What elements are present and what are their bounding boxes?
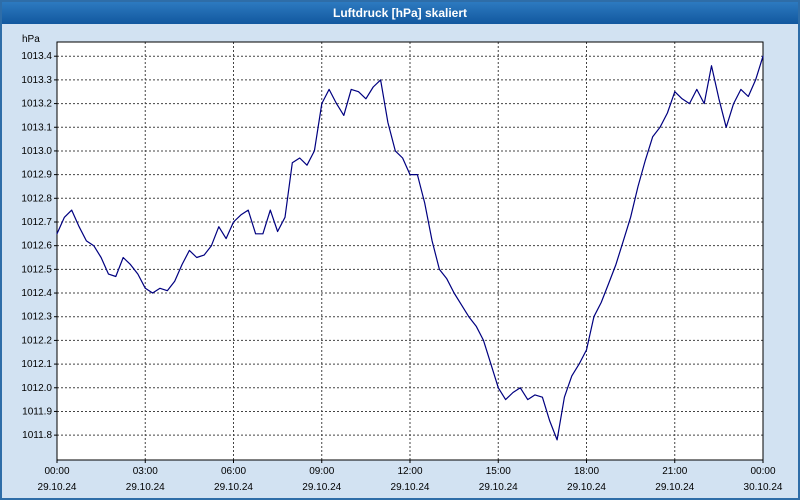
x-axis-time-label: 21:00 — [662, 466, 687, 477]
pressure-series-line — [56, 55, 764, 441]
pressure-line-chart: 1013.4 1013.3 1013.2 1013.1 1013.0 1012.9 1012… — [21, 41, 783, 493]
x-axis-date-label: 29.10.24 — [38, 482, 77, 493]
y-axis-tick-label: 1012.5 — [21, 264, 52, 275]
y-axis-tick-label: 1013.0 — [21, 146, 52, 157]
y-axis-tick-label: 1011.8 — [22, 430, 52, 441]
x-axis-date-label: 30.10.24 — [744, 482, 783, 493]
y-axis-tick-label: 1013.4 — [21, 51, 52, 62]
y-axis-tick-label: 1013.2 — [21, 99, 52, 110]
plot-frame — [56, 41, 764, 461]
y-axis-tick-label: 1012.0 — [21, 383, 52, 394]
y-axis-tick-label: 1012.9 — [21, 170, 52, 181]
y-axis-tick-label: 1013.3 — [21, 75, 52, 86]
x-axis-date-label: 29.10.24 — [655, 482, 694, 493]
x-axis-date-label: 29.10.24 — [391, 482, 430, 493]
chart-title: Luftdruck [hPa] skaliert — [332, 6, 468, 20]
x-axis-date-label: 29.10.24 — [302, 482, 341, 493]
chart-area: hPa 1013.4 1013.3 1013.2 1013.1 1013.0 1012.9… — [2, 24, 798, 498]
x-axis-date-label: 29.10.24 — [126, 482, 165, 493]
x-axis-date-label: 29.10.24 — [214, 482, 253, 493]
y-axis-tick-label: 1012.7 — [21, 217, 52, 228]
y-axis-tick-label: 1012.1 — [21, 359, 52, 370]
x-axis-time-label: 09:00 — [309, 466, 334, 477]
title-bar: Luftdruck [hPa] skaliert — [2, 2, 798, 24]
x-axis-time-label: 00:00 — [44, 466, 69, 477]
y-axis-tick-label: 1013.1 — [21, 122, 52, 133]
y-axis-tick-label: 1012.3 — [21, 312, 52, 323]
y-axis-tick-label: 1012.6 — [21, 241, 52, 252]
y-axis-tick-label: 1011.9 — [22, 406, 52, 417]
y-axis-tick-label: 1012.4 — [21, 288, 52, 299]
y-axis-tick-label: 1012.2 — [21, 335, 52, 346]
x-axis-time-label: 00:00 — [750, 466, 775, 477]
y-axis-tick-label: 1012.8 — [21, 193, 52, 204]
x-axis-time-label: 15:00 — [486, 466, 511, 477]
y-axis-unit-label: hPa — [22, 34, 40, 45]
x-axis-date-label: 29.10.24 — [479, 482, 518, 493]
x-axis-time-label: 03:00 — [133, 466, 158, 477]
x-axis-date-label: 29.10.24 — [567, 482, 606, 493]
x-axis-time-label: 18:00 — [574, 466, 599, 477]
x-axis-time-label: 06:00 — [221, 466, 246, 477]
x-axis-time-label: 12:00 — [397, 466, 422, 477]
